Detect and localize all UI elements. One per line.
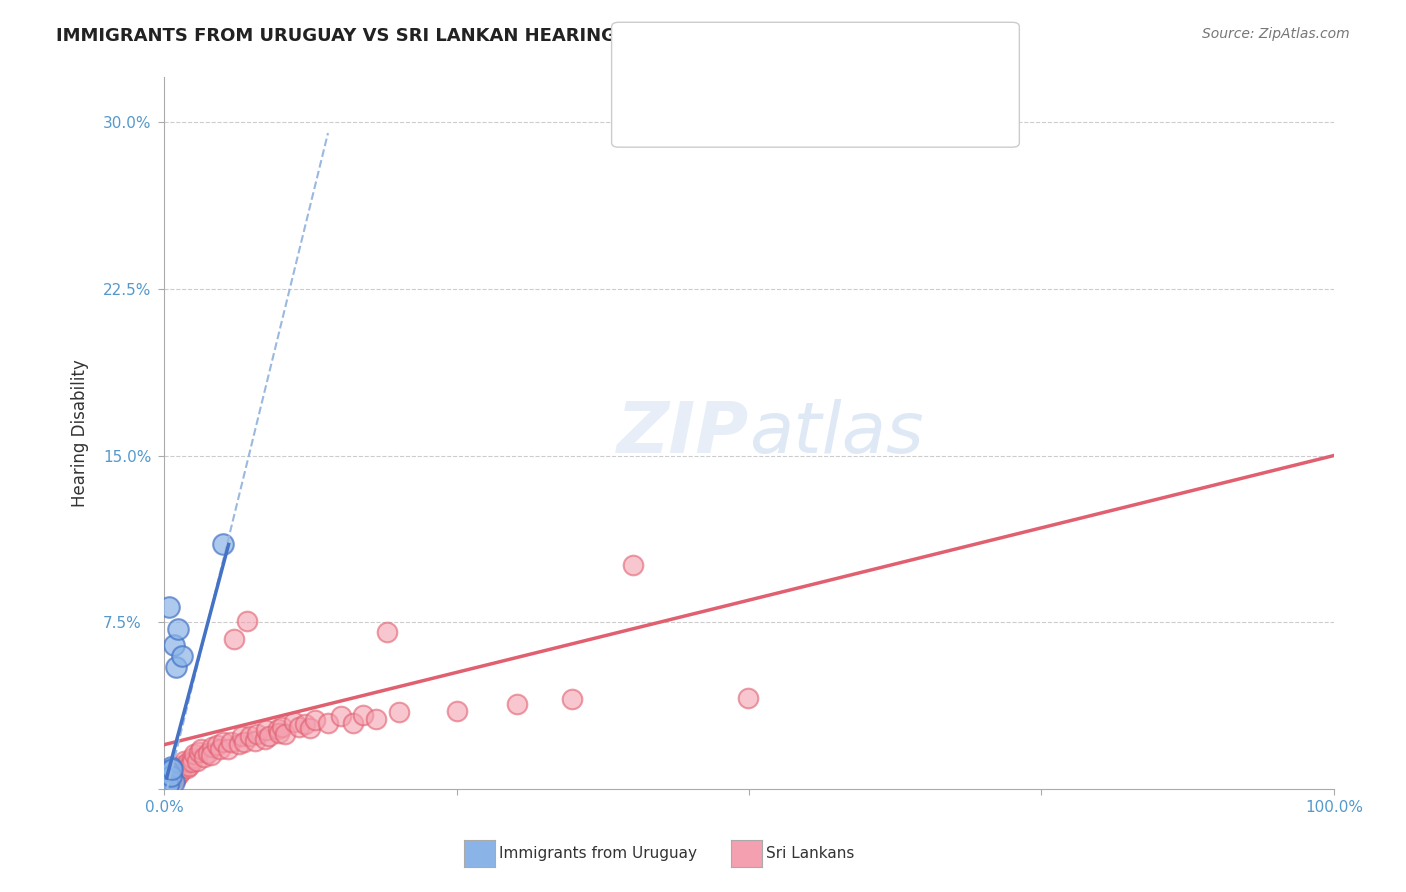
Point bbox=[156, 772, 179, 787]
Point bbox=[235, 614, 257, 628]
Point bbox=[270, 720, 292, 734]
Point bbox=[316, 715, 339, 730]
Point bbox=[243, 734, 266, 748]
Point bbox=[162, 768, 184, 782]
Point bbox=[170, 648, 193, 663]
Point bbox=[179, 758, 201, 772]
Text: Source: ZipAtlas.com: Source: ZipAtlas.com bbox=[1202, 27, 1350, 41]
Point bbox=[209, 742, 232, 756]
Point bbox=[162, 775, 184, 789]
Point bbox=[232, 735, 254, 749]
Point bbox=[165, 660, 187, 674]
Point bbox=[274, 726, 297, 740]
Point bbox=[222, 632, 245, 646]
Point bbox=[156, 772, 179, 787]
Point bbox=[446, 704, 468, 718]
Point bbox=[172, 760, 194, 774]
Y-axis label: Hearing Disability: Hearing Disability bbox=[72, 359, 89, 508]
Point bbox=[239, 729, 262, 743]
Point bbox=[156, 775, 179, 789]
Point bbox=[160, 769, 183, 783]
Point bbox=[294, 716, 316, 731]
Point bbox=[231, 730, 253, 744]
Point bbox=[165, 764, 187, 778]
Text: R = 0.457   N = 16: R = 0.457 N = 16 bbox=[672, 37, 842, 55]
Point bbox=[254, 723, 277, 737]
Point bbox=[737, 690, 759, 705]
Point bbox=[159, 773, 181, 788]
Point bbox=[219, 735, 242, 749]
Point bbox=[165, 771, 187, 785]
Point bbox=[228, 737, 250, 751]
Point bbox=[561, 691, 583, 706]
Point bbox=[159, 773, 181, 788]
Point bbox=[375, 624, 398, 639]
Point bbox=[193, 750, 215, 764]
Point bbox=[352, 708, 374, 723]
Point bbox=[165, 770, 187, 784]
Point bbox=[186, 754, 208, 768]
Text: ZIP: ZIP bbox=[617, 399, 749, 467]
Point bbox=[288, 720, 311, 734]
Point bbox=[165, 766, 187, 780]
Point bbox=[298, 721, 321, 735]
Point bbox=[254, 732, 277, 747]
Point bbox=[197, 746, 219, 760]
Point bbox=[176, 760, 198, 774]
Point bbox=[267, 726, 290, 740]
Point bbox=[187, 745, 209, 759]
Point bbox=[181, 755, 204, 769]
Text: atlas: atlas bbox=[749, 399, 924, 467]
Point bbox=[200, 747, 222, 762]
Point bbox=[266, 722, 288, 736]
Point bbox=[169, 764, 191, 778]
Text: IMMIGRANTS FROM URUGUAY VS SRI LANKAN HEARING DISABILITY CORRELATION CHART: IMMIGRANTS FROM URUGUAY VS SRI LANKAN HE… bbox=[56, 27, 956, 45]
Point bbox=[156, 778, 179, 792]
Point bbox=[170, 764, 193, 778]
Point bbox=[167, 759, 190, 773]
Point bbox=[211, 734, 233, 748]
Point bbox=[364, 712, 387, 726]
Point bbox=[246, 727, 269, 741]
Point bbox=[506, 697, 529, 711]
Point bbox=[211, 537, 233, 551]
Point bbox=[217, 741, 239, 756]
Point bbox=[162, 638, 184, 652]
Point bbox=[201, 740, 224, 755]
Point bbox=[342, 716, 364, 731]
Point bbox=[167, 622, 190, 636]
Point bbox=[165, 766, 187, 780]
Point bbox=[177, 756, 200, 770]
Text: Sri Lankans: Sri Lankans bbox=[766, 847, 855, 861]
Point bbox=[167, 767, 190, 781]
Point bbox=[162, 762, 184, 776]
Text: R = 0.407   N = 68: R = 0.407 N = 68 bbox=[672, 78, 842, 96]
Point bbox=[173, 758, 195, 772]
Point bbox=[205, 739, 228, 753]
Point bbox=[180, 751, 202, 765]
Point bbox=[259, 730, 281, 744]
Point bbox=[329, 708, 352, 723]
Point bbox=[156, 764, 179, 779]
Point bbox=[183, 747, 205, 761]
Point bbox=[157, 771, 180, 785]
Point bbox=[173, 754, 195, 768]
Point bbox=[160, 772, 183, 787]
Point bbox=[155, 766, 177, 780]
Point bbox=[304, 713, 326, 727]
Point bbox=[190, 741, 212, 756]
Point bbox=[283, 715, 305, 730]
Point bbox=[156, 777, 179, 791]
Text: Immigrants from Uruguay: Immigrants from Uruguay bbox=[499, 847, 697, 861]
Point bbox=[621, 558, 644, 572]
Point bbox=[160, 760, 183, 774]
Point bbox=[388, 706, 411, 720]
Point bbox=[157, 599, 180, 614]
